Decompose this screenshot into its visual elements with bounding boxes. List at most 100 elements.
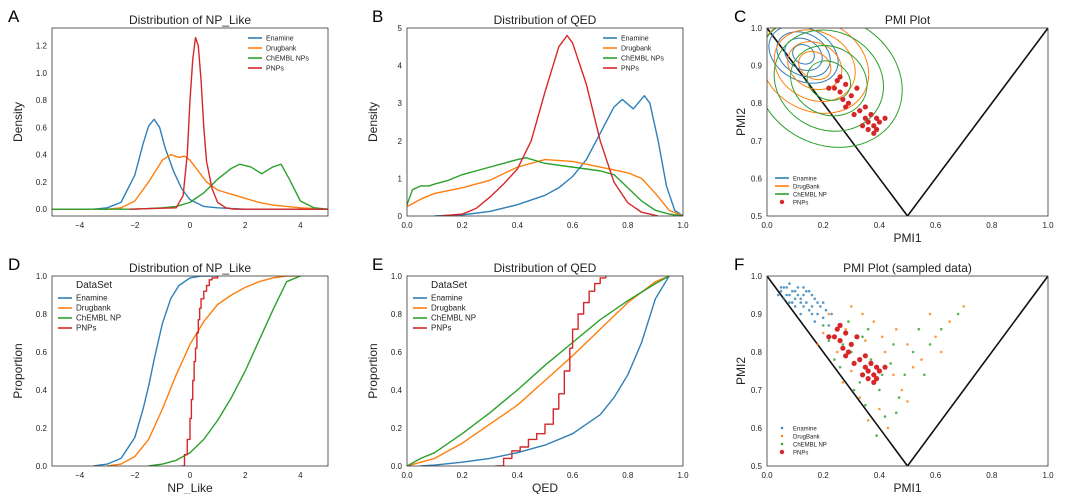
pnp-point [865,376,871,382]
scatter-point-enamine [807,289,811,293]
scatter-point-drugbank [850,305,853,308]
scatter-point-enamine [830,312,833,316]
plot-area [767,28,1048,216]
pnp-point [854,85,860,91]
x-tick-label: 0.6 [567,221,579,230]
series-line-drugbank [52,153,328,210]
scatter-point-enamine [816,312,819,316]
series-line-enamine [434,94,683,216]
series-line-drugbank [107,276,301,466]
scatter-point-drugbank [911,365,915,369]
scatter-point-drugbank [858,396,862,399]
x-tick-label: 0.4 [512,471,524,480]
y-tick-label: 0.4 [36,386,48,395]
scatter-point-drugbank [894,327,898,331]
scatter-point-drugbank [872,320,876,323]
pnp-point [865,126,871,133]
scatter-point-chembl-np [827,339,831,342]
plot-frame [406,27,684,217]
pnp-point [837,89,843,95]
scatter-point-enamine [810,312,814,316]
panel-letter: F [734,255,744,274]
x-tick-label: 0.2 [818,471,830,480]
y-tick-label: 0.0 [391,462,403,471]
scatter-point-chembl-np [847,320,850,323]
x-tick-label: 0.8 [986,221,998,230]
y-tick-label: 0.5 [751,212,763,221]
chart-title: Distribution of NP_Like [129,13,251,27]
panel-f: F PMI Plot (sampled data) 0.0 0.2 0.4 0.6 0.8 1… [734,255,1054,494]
series-line-pnps [181,276,219,466]
y-axis-label: Proportion [11,343,25,398]
y-tick-label: 0.6 [751,174,763,183]
scatter-point-enamine [779,289,783,293]
scatter-point-enamine [785,286,788,289]
y-tick-label: 0.6 [751,424,763,433]
legend-label: ChEMBL NP [76,314,121,323]
legend-swatch [780,434,784,438]
scatter-point-drugbank [861,312,864,316]
scatter-point-enamine [790,289,794,293]
legend-label: PNPs [621,66,639,73]
x-tick-label: −4 [75,221,85,230]
series-line-enamine [52,118,328,210]
scatter-point-chembl-np [838,365,842,369]
scatter-point-chembl-np [911,350,915,354]
series-line-pnps [495,276,607,466]
pnp-point [862,353,868,359]
scatter-point-drugbank [920,358,923,361]
scatter-point-chembl-np [939,327,943,331]
scatter-point-drugbank [880,335,884,339]
series-line-enamine [93,276,218,466]
y-tick-label: 0.2 [391,424,403,433]
panel-b: B Distribution of QED 0.0 0.2 0.4 0.6 0.8 1.0 0 1… [366,7,689,230]
pnp-point [831,85,838,91]
y-tick-label: 0.4 [36,151,48,160]
legend-label: PNPs [431,324,451,333]
pnp-point [854,334,860,340]
x-tick-label: 0 [188,471,193,480]
legend: Enamine Drugbank ChEMBL NPs PNPs [248,36,309,73]
y-tick-label: 0.4 [391,386,403,395]
contour-chembl-np [773,29,884,132]
panel-letter: E [372,255,383,274]
legend-label: ChEMBL NPs [266,56,309,63]
y-tick-label: 0.2 [36,178,48,187]
chart-title: PMI Plot (sampled data) [843,261,972,275]
x-tick-label: 0.4 [874,221,886,230]
scatter-point-enamine [782,297,786,301]
pnp-point [843,81,849,87]
x-tick-label: 0.0 [761,221,773,230]
y-axis-label: PMI2 [734,357,748,385]
panel-letter: B [372,7,383,26]
chart-title: PMI Plot [885,13,931,27]
scatter-point-drugbank [939,350,943,354]
x-tick-label: 0.2 [457,471,469,480]
pnp-point [857,357,863,363]
x-tick-label: 0.6 [567,471,579,480]
scatter-point-chembl-np [892,343,895,346]
plot-area [407,34,683,216]
legend-label: PNPs [266,66,284,73]
legend: Enamine Drugbank ChEMBL NPs PNPs [603,36,664,73]
scatter-point-chembl-np [897,396,901,399]
pnp-point [857,108,863,114]
pnp-point [882,364,888,370]
legend-swatch [779,449,785,455]
plot-area [93,276,301,466]
pnp-point [873,364,880,370]
y-tick-label: 1.0 [36,272,48,281]
scatter-point-enamine [799,297,803,301]
x-tick-label: 2 [243,471,248,480]
pnp-point [871,123,877,129]
x-axis-label: NP_Like [167,481,213,494]
y-tick-label: 0.8 [751,348,763,357]
pnp-point [871,379,877,385]
scatter-point-enamine [782,286,786,289]
pnp-point [840,96,846,103]
scatter-point-drugbank [816,343,819,346]
legend-label: ChEMBL NPs [621,56,664,63]
series-line-chembl-nps [407,157,683,216]
scatter-point-chembl-np [864,403,867,407]
